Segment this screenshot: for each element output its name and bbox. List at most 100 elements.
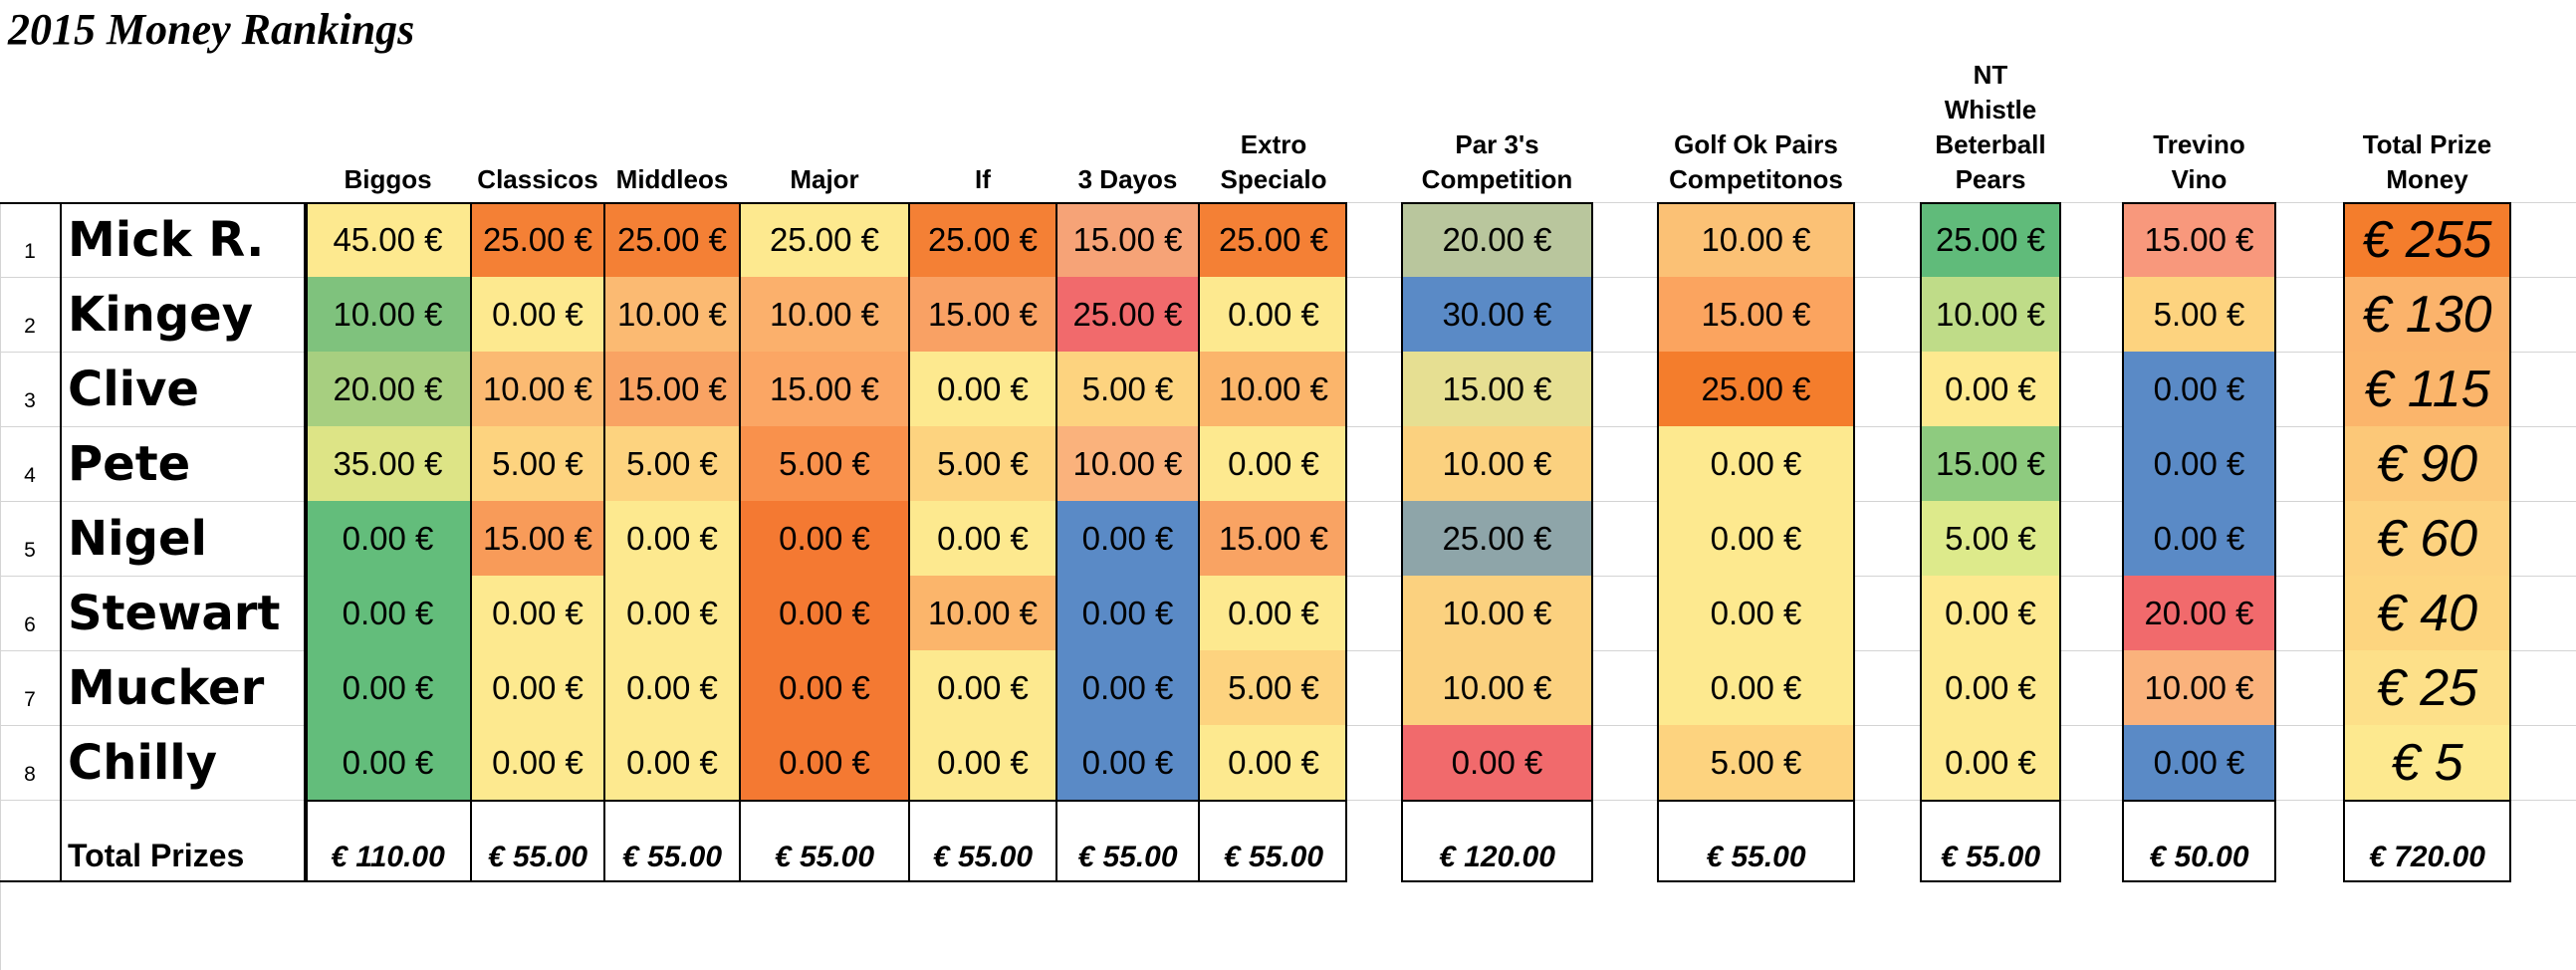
prize-cell[interactable]: 45.00 €: [306, 202, 470, 277]
prize-cell[interactable]: 0.00 €: [306, 725, 470, 800]
prize-cell[interactable]: 0.00 €: [1057, 576, 1198, 650]
prize-cell[interactable]: 15.00 €: [910, 277, 1055, 352]
prize-cell[interactable]: 5.00 €: [741, 426, 908, 501]
prize-cell[interactable]: 0.00 €: [2122, 501, 2276, 576]
prize-cell[interactable]: 0.00 €: [1057, 650, 1198, 725]
prize-cell[interactable]: 0.00 €: [472, 650, 603, 725]
prize-cell[interactable]: 15.00 €: [1920, 426, 2061, 501]
total-prize-money[interactable]: € 90: [2343, 426, 2511, 501]
prize-cell[interactable]: 15.00 €: [472, 501, 603, 576]
prize-cell[interactable]: 5.00 €: [910, 426, 1055, 501]
prize-cell[interactable]: 0.00 €: [1920, 650, 2061, 725]
prize-cell[interactable]: 0.00 €: [1200, 725, 1347, 800]
player-name[interactable]: Mucker: [68, 659, 265, 716]
prize-cell[interactable]: 10.00 €: [1057, 426, 1198, 501]
prize-cell[interactable]: 0.00 €: [472, 277, 603, 352]
prize-cell[interactable]: 0.00 €: [741, 501, 908, 576]
prize-cell[interactable]: 10.00 €: [1401, 576, 1593, 650]
prize-cell[interactable]: 0.00 €: [2122, 725, 2276, 800]
prize-cell[interactable]: 0.00 €: [1401, 725, 1593, 800]
prize-cell[interactable]: 0.00 €: [2122, 426, 2276, 501]
prize-cell[interactable]: 0.00 €: [910, 725, 1055, 800]
prize-cell[interactable]: 0.00 €: [1657, 426, 1855, 501]
player-name[interactable]: Pete: [68, 435, 191, 492]
prize-cell[interactable]: 0.00 €: [1200, 277, 1347, 352]
prize-cell[interactable]: 0.00 €: [910, 501, 1055, 576]
player-name[interactable]: Nigel: [68, 510, 207, 567]
player-name[interactable]: Stewart: [68, 585, 281, 641]
prize-cell[interactable]: 10.00 €: [1401, 650, 1593, 725]
prize-cell[interactable]: 5.00 €: [1657, 725, 1855, 800]
prize-cell[interactable]: 25.00 €: [1657, 352, 1855, 426]
player-name[interactable]: Clive: [68, 361, 199, 417]
prize-cell[interactable]: 10.00 €: [472, 352, 603, 426]
prize-cell[interactable]: 0.00 €: [472, 725, 603, 800]
prize-cell[interactable]: 0.00 €: [605, 650, 739, 725]
prize-cell[interactable]: 0.00 €: [1200, 426, 1347, 501]
prize-cell[interactable]: 25.00 €: [741, 202, 908, 277]
prize-cell[interactable]: 20.00 €: [2122, 576, 2276, 650]
prize-cell[interactable]: 25.00 €: [605, 202, 739, 277]
prize-cell[interactable]: 0.00 €: [1920, 725, 2061, 800]
prize-cell[interactable]: 10.00 €: [1657, 202, 1855, 277]
prize-cell[interactable]: 0.00 €: [1920, 352, 2061, 426]
prize-cell[interactable]: 0.00 €: [1657, 650, 1855, 725]
prize-cell[interactable]: 0.00 €: [306, 576, 470, 650]
prize-cell[interactable]: 25.00 €: [472, 202, 603, 277]
prize-cell[interactable]: 5.00 €: [1057, 352, 1198, 426]
total-prize-money[interactable]: € 40: [2343, 576, 2511, 650]
prize-cell[interactable]: 25.00 €: [910, 202, 1055, 277]
prize-cell[interactable]: 0.00 €: [2122, 352, 2276, 426]
prize-cell[interactable]: 5.00 €: [2122, 277, 2276, 352]
prize-cell[interactable]: 0.00 €: [910, 352, 1055, 426]
prize-cell[interactable]: 5.00 €: [472, 426, 603, 501]
prize-cell[interactable]: 25.00 €: [1920, 202, 2061, 277]
prize-cell[interactable]: 15.00 €: [1057, 202, 1198, 277]
prize-cell[interactable]: 0.00 €: [306, 501, 470, 576]
prize-cell[interactable]: 20.00 €: [306, 352, 470, 426]
prize-cell[interactable]: 15.00 €: [605, 352, 739, 426]
prize-cell[interactable]: 15.00 €: [1657, 277, 1855, 352]
prize-cell[interactable]: 0.00 €: [1657, 576, 1855, 650]
prize-cell[interactable]: 15.00 €: [2122, 202, 2276, 277]
player-name[interactable]: Chilly: [68, 734, 218, 791]
prize-cell[interactable]: 0.00 €: [472, 576, 603, 650]
prize-cell[interactable]: 10.00 €: [1200, 352, 1347, 426]
prize-cell[interactable]: 0.00 €: [1057, 501, 1198, 576]
prize-cell[interactable]: 10.00 €: [1401, 426, 1593, 501]
prize-cell[interactable]: 0.00 €: [306, 650, 470, 725]
prize-cell[interactable]: 10.00 €: [306, 277, 470, 352]
total-prize-money[interactable]: € 130: [2343, 277, 2511, 352]
prize-cell[interactable]: 5.00 €: [1920, 501, 2061, 576]
prize-cell[interactable]: 5.00 €: [605, 426, 739, 501]
prize-cell[interactable]: 0.00 €: [741, 725, 908, 800]
prize-cell[interactable]: 5.00 €: [1200, 650, 1347, 725]
prize-cell[interactable]: 15.00 €: [1200, 501, 1347, 576]
prize-cell[interactable]: 25.00 €: [1401, 501, 1593, 576]
prize-cell[interactable]: 0.00 €: [741, 576, 908, 650]
prize-cell[interactable]: 25.00 €: [1057, 277, 1198, 352]
player-name[interactable]: Kingey: [68, 286, 254, 343]
prize-cell[interactable]: 0.00 €: [605, 725, 739, 800]
prize-cell[interactable]: 30.00 €: [1401, 277, 1593, 352]
total-prize-money[interactable]: € 60: [2343, 501, 2511, 576]
player-name[interactable]: Mick R.: [68, 211, 265, 268]
prize-cell[interactable]: 0.00 €: [1057, 725, 1198, 800]
prize-cell[interactable]: 10.00 €: [910, 576, 1055, 650]
prize-cell[interactable]: 35.00 €: [306, 426, 470, 501]
prize-cell[interactable]: 0.00 €: [1200, 576, 1347, 650]
prize-cell[interactable]: 10.00 €: [1920, 277, 2061, 352]
prize-cell[interactable]: 10.00 €: [605, 277, 739, 352]
total-prize-money[interactable]: € 115: [2343, 352, 2511, 426]
prize-cell[interactable]: 0.00 €: [1657, 501, 1855, 576]
total-prize-money[interactable]: € 5: [2343, 725, 2511, 800]
prize-cell[interactable]: 15.00 €: [741, 352, 908, 426]
prize-cell[interactable]: 0.00 €: [910, 650, 1055, 725]
prize-cell[interactable]: 0.00 €: [605, 501, 739, 576]
prize-cell[interactable]: 0.00 €: [741, 650, 908, 725]
prize-cell[interactable]: 10.00 €: [741, 277, 908, 352]
prize-cell[interactable]: 0.00 €: [605, 576, 739, 650]
total-prize-money[interactable]: € 255: [2343, 202, 2511, 277]
prize-cell[interactable]: 0.00 €: [1920, 576, 2061, 650]
prize-cell[interactable]: 10.00 €: [2122, 650, 2276, 725]
